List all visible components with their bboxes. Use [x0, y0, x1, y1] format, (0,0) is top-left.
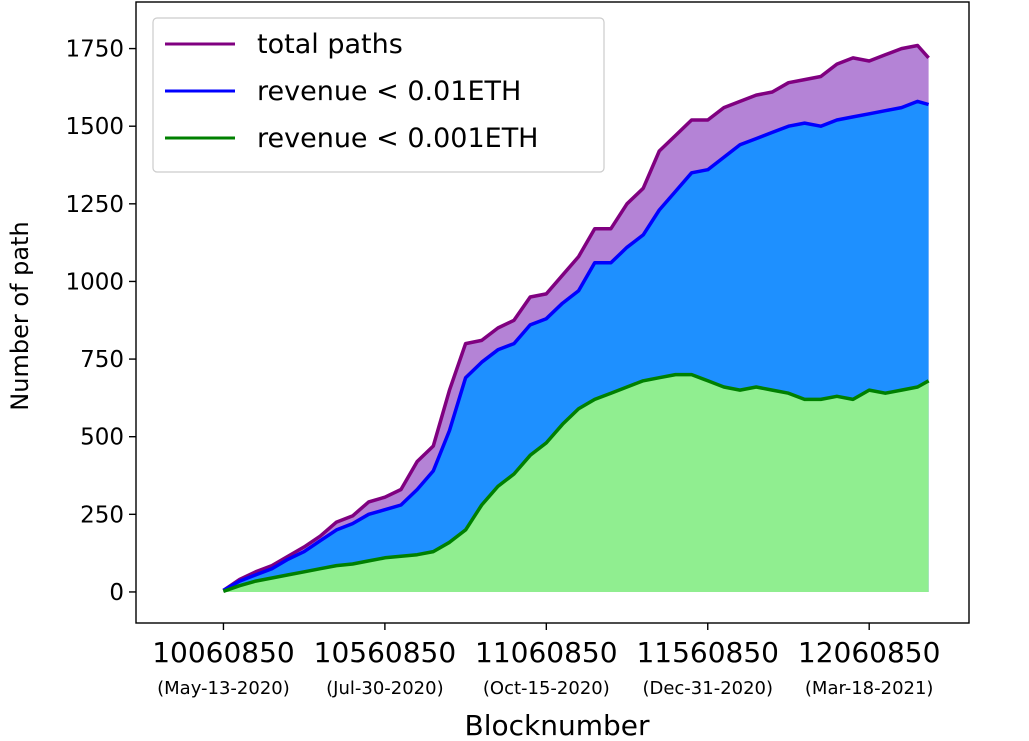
y-tick-label: 1250	[65, 192, 124, 218]
y-tick-label: 0	[109, 580, 124, 606]
x-tick-date-label: (Mar-18-2021)	[805, 678, 934, 699]
series-line-0	[222, 43, 930, 592]
series-area-2	[223, 374, 929, 592]
x-tick-date-label: (Jul-30-2020)	[326, 678, 443, 699]
legend-label-total-paths: total paths	[257, 29, 403, 60]
y-tick-label: 1750	[65, 37, 124, 63]
legend-box	[152, 17, 605, 173]
x-tick-date-label: (Oct-15-2020)	[483, 678, 610, 699]
legend: total paths revenue < 0.01ETH revenue < …	[152, 17, 605, 173]
x-tick-label: 12060850	[798, 636, 941, 669]
x-tick-date-label: (Dec-31-2020)	[642, 678, 773, 699]
legend-label-revenue-001: revenue < 0.01ETH	[257, 76, 521, 107]
x-axis-label: Blocknumber	[464, 709, 649, 741]
y-tick-label: 1500	[65, 114, 124, 140]
x-tick-label: 10560850	[314, 636, 457, 669]
y-tick-label: 500	[80, 425, 124, 451]
series-line-2	[222, 372, 930, 593]
plot-frame	[135, 1, 970, 624]
series-line-1	[222, 99, 930, 592]
x-axis-ticks: 10060850 (May-13-2020) 10560850 (Jul-30-202…	[152, 623, 940, 699]
series-lines	[222, 43, 930, 593]
y-tick-label: 1000	[65, 269, 124, 295]
legend-label-revenue-0001: revenue < 0.001ETH	[257, 123, 538, 154]
y-axis-ticks: 0 250 500 750 1000 1250 1500 1750	[65, 37, 136, 606]
x-tick-label: 10060850	[152, 636, 295, 669]
x-tick-label: 11560850	[636, 636, 779, 669]
series-areas	[223, 45, 929, 593]
y-axis-label: Number of path	[6, 221, 34, 410]
x-tick-date-label: (May-13-2020)	[157, 678, 290, 699]
y-tick-label: 750	[80, 347, 124, 373]
x-tick-label: 11060850	[475, 636, 618, 669]
y-tick-label: 250	[80, 502, 124, 528]
